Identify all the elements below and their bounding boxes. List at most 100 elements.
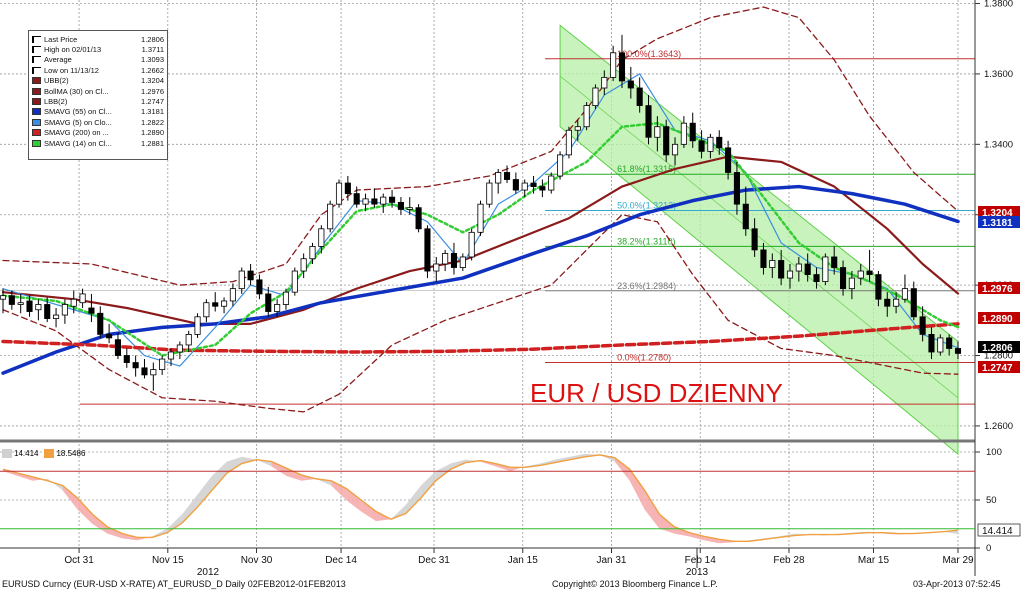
x-tick-label: Feb 28 [773, 555, 805, 566]
candle-body [353, 193, 360, 205]
oscillator-fill-segment [77, 498, 93, 524]
oscillator-fill-segment [346, 488, 362, 512]
candle-body [663, 126, 670, 156]
oscillator-fill-segment [420, 471, 436, 499]
candle-body [459, 256, 466, 268]
candle-body [839, 267, 847, 290]
legend-label: UBB(2) [44, 76, 69, 86]
candle-body [247, 270, 254, 281]
candle-body [539, 186, 546, 191]
candle-body [848, 277, 855, 290]
candle-body [725, 147, 732, 173]
oscillator-fill-segment [152, 528, 168, 538]
candle-body [636, 87, 643, 107]
candle-body [592, 87, 599, 107]
regression-midline [559, 75, 959, 399]
candle-body [574, 126, 581, 131]
x-tick-label: Mar 15 [858, 555, 890, 566]
candle-body [97, 312, 104, 335]
candle-body [17, 302, 24, 305]
timestamp-text: 03-Apr-2013 07:52:45 [913, 579, 1001, 589]
oscillator-fill-segment [599, 454, 615, 462]
oscillator-fill-segment [17, 473, 33, 481]
candle-body [362, 198, 369, 205]
candle-body [70, 298, 77, 307]
candle-body [229, 288, 236, 302]
oscillator-fill-segment [167, 514, 183, 533]
x-tick-label: Nov 30 [241, 555, 273, 566]
year-label: 2013 [686, 567, 709, 578]
legend-item: SMAVG (55) on Cl... 1.3181 [32, 107, 164, 117]
candle-body [450, 253, 458, 268]
legend-value: 1.2881 [141, 138, 164, 148]
x-tick-label: Jan 31 [596, 555, 626, 566]
series-line-lbb-2 [2, 214, 959, 413]
price-label-text: 1.2747 [982, 363, 1013, 374]
legend-swatch [32, 56, 41, 64]
price-label-bg [978, 282, 1020, 294]
candle-body [928, 333, 935, 353]
osc-legend-swatch-k [2, 449, 12, 458]
fib-label: 38.2%(1.3110) [617, 236, 675, 246]
price-label-bg [978, 341, 1020, 353]
candle-body [901, 288, 908, 300]
legend-value: 1.3204 [141, 76, 164, 86]
oscillator-fill-segment [570, 453, 585, 460]
candle-body [238, 270, 245, 290]
oscillator-fill-segment [689, 532, 705, 541]
price-label-bg [978, 361, 1020, 373]
y-tick-label: 1.3400 [984, 139, 1013, 150]
legend-swatch [32, 35, 41, 43]
legend-label: LBB(2) [44, 97, 68, 107]
price-label-text: 1.3204 [982, 208, 1013, 219]
candle-body [203, 302, 210, 318]
candle-body [893, 298, 900, 307]
legend-label: SMAVG (55) on Cl... [44, 107, 112, 117]
oscillator-fill-segment [704, 536, 720, 544]
candle-body [866, 270, 873, 275]
oscillator-fill-segment [540, 459, 556, 466]
osc-legend-swatch-d [44, 449, 55, 458]
y-tick-label: 1.3600 [984, 69, 1013, 80]
legend-item: BollMA (30) on Cl... 1.2976 [32, 86, 164, 96]
candle-body [583, 105, 590, 128]
y-tick-label: 1.3800 [984, 0, 1013, 10]
candle-body [282, 291, 290, 305]
candle-body [778, 260, 785, 279]
osc-right-label-text: 14.414 [982, 526, 1013, 537]
osc-legend-label-d: 18.5486 [56, 449, 86, 458]
oscillator-fill-segment [271, 461, 287, 476]
candle-body [760, 249, 767, 268]
oscillator-legend: 14.414 18.5486 [2, 449, 85, 458]
candle-body [857, 270, 864, 279]
candle-body [53, 314, 60, 319]
legend-item: SMAVG (5) on Clo... 1.2822 [32, 117, 164, 127]
candle-body [671, 143, 679, 156]
candle-body [503, 172, 511, 180]
legend-swatch [32, 66, 41, 74]
legend-value: 1.2890 [141, 128, 164, 138]
candle-body [910, 288, 917, 318]
candle-body [106, 333, 113, 339]
candle-body [654, 126, 661, 138]
legend-swatch [32, 129, 41, 137]
year-label: 2012 [197, 567, 220, 578]
legend-swatch [32, 139, 41, 147]
price-label-bg [978, 216, 1020, 228]
fib-label: 100.0%(1.3643) [617, 49, 681, 59]
legend-label: Average [44, 55, 72, 65]
legend-swatch [32, 46, 41, 54]
oscillator-fill-segment [196, 476, 212, 508]
legend-label: High on 02/01/13 [44, 45, 102, 55]
candle-body [884, 298, 891, 307]
oscillator-fill-segment [480, 460, 496, 467]
candle-body [406, 207, 413, 210]
candle-body [389, 196, 396, 203]
fib-label: 0.0%(1.2780) [617, 353, 671, 363]
price-label-text: 1.3181 [982, 218, 1013, 229]
osc-tick-label: 50 [986, 495, 997, 506]
candle-body [946, 337, 953, 349]
candle-body [530, 182, 537, 187]
